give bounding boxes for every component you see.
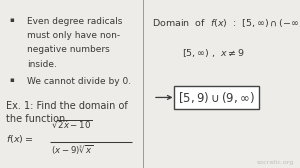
Text: $[5,9)\cup(9,\infty)$: $[5,9)\cup(9,\infty)$ bbox=[178, 90, 255, 105]
Text: socratic.org: socratic.org bbox=[257, 160, 294, 165]
Text: Domain  of  $f(x)$  :  $[5,\infty)\cap(-\infty,\infty)$: Domain of $f(x)$ : $[5,\infty)\cap(-\inf… bbox=[152, 17, 300, 29]
Text: $f(x)=$: $f(x)=$ bbox=[6, 133, 33, 145]
Text: $(x-9)\sqrt[3]{x}$: $(x-9)\sqrt[3]{x}$ bbox=[51, 144, 94, 157]
Text: the function.: the function. bbox=[6, 114, 68, 124]
Text: Even degree radicals: Even degree radicals bbox=[27, 17, 122, 26]
Text: ▪: ▪ bbox=[9, 17, 14, 23]
Text: We cannot divide by 0.: We cannot divide by 0. bbox=[27, 77, 131, 86]
Text: ▪: ▪ bbox=[9, 77, 14, 83]
Text: Ex. 1: Find the domain of: Ex. 1: Find the domain of bbox=[6, 101, 128, 111]
Text: negative numbers: negative numbers bbox=[27, 45, 110, 54]
Text: $\sqrt{2x-10}$: $\sqrt{2x-10}$ bbox=[51, 119, 93, 130]
Text: must only have non-: must only have non- bbox=[27, 31, 120, 40]
Text: inside.: inside. bbox=[27, 60, 57, 69]
Text: $[5,\infty)$ ,  $x\neq9$: $[5,\infty)$ , $x\neq9$ bbox=[182, 47, 244, 59]
